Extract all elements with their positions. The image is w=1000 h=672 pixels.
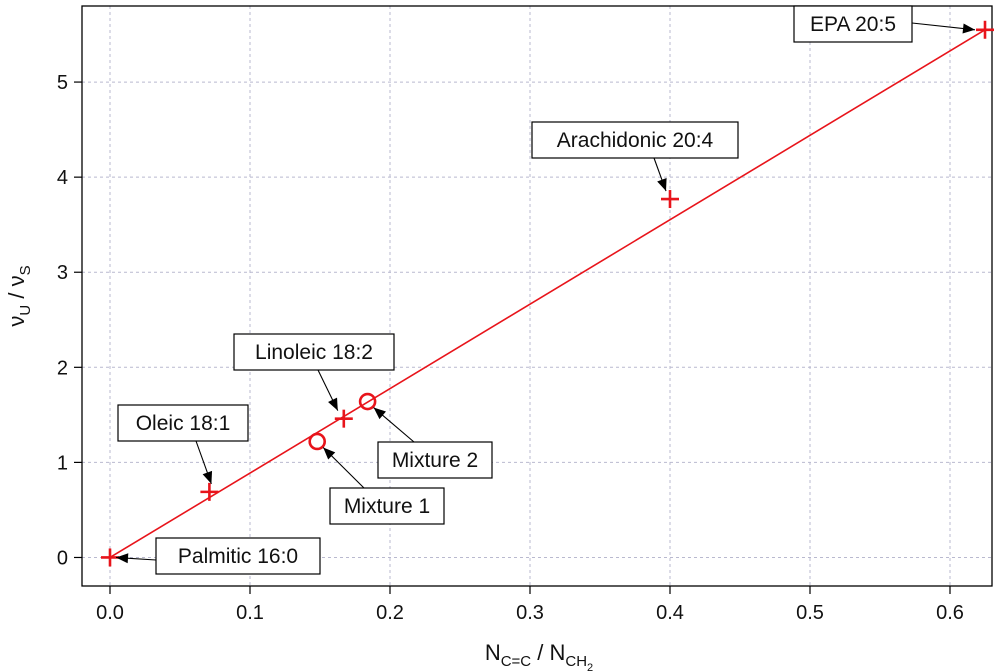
annotation-arrowhead	[657, 178, 667, 192]
axis-ticks: 0.0 0.1 0.2 0.3 0.4 0.5 0.6 0 1 2 3 4 5	[57, 72, 964, 624]
annotation-callout: Mixture 2	[373, 407, 493, 479]
x-tick-label: 0.1	[236, 602, 264, 624]
y-axis-label: νU / νS	[4, 265, 34, 326]
annotation-box	[531, 121, 739, 159]
annotations: Palmitic 16:0 Oleic 18:1 Linoleic 18:2 Mixt…	[115, 5, 976, 575]
annotation-label: EPA 20:5	[810, 13, 896, 36]
annotation-callout: Arachidonic 20:4	[531, 121, 739, 192]
data-point-circle	[358, 392, 377, 411]
data-points	[101, 20, 994, 567]
x-tick-label: 0.3	[516, 602, 544, 624]
annotation-label: Linoleic 18:2	[255, 341, 373, 364]
annotation-box	[155, 537, 321, 575]
y-tick-label: 0	[57, 547, 68, 569]
data-point-plus	[334, 409, 353, 428]
annotation-callout: Palmitic 16:0	[115, 537, 321, 575]
x-axis-label: NC=C / NCH2	[485, 640, 593, 672]
x-tick-label: 0.2	[376, 602, 404, 624]
annotation-callout: Oleic 18:1	[117, 404, 249, 485]
annotation-label: Palmitic 16:0	[178, 545, 298, 568]
data-point-circle	[308, 432, 327, 451]
annotation-label: Mixture 1	[344, 495, 430, 518]
annotation-box	[329, 487, 445, 525]
x-tick-label: 0.6	[936, 602, 964, 624]
annotation-arrowhead	[323, 447, 336, 460]
annotation-callout: Mixture 1	[322, 447, 445, 525]
annotation-box	[377, 441, 493, 479]
annotation-arrowhead	[116, 553, 129, 564]
x-tick-label: 0.4	[656, 602, 684, 624]
annotation-arrowhead	[373, 407, 386, 420]
annotation-label: Mixture 2	[392, 449, 478, 472]
annotation-label: Oleic 18:1	[136, 412, 231, 435]
data-point-plus	[200, 482, 219, 501]
annotation-box	[233, 333, 395, 371]
annotation-callout: EPA 20:5	[793, 5, 976, 43]
x-tick-label: 0.0	[96, 602, 124, 624]
y-tick-label: 4	[57, 167, 68, 189]
y-tick-label: 3	[57, 262, 68, 284]
annotation-arrowhead	[202, 470, 213, 484]
annotation-box	[793, 5, 913, 43]
annotation-box	[117, 404, 249, 442]
fit-line	[109, 29, 986, 559]
y-tick-label: 1	[57, 452, 68, 474]
data-point-plus	[661, 190, 679, 209]
annotation-arrowhead	[962, 23, 975, 34]
data-point-plus	[976, 20, 994, 39]
y-tick-label: 2	[57, 357, 68, 379]
annotation-callout: Linoleic 18:2	[233, 333, 395, 411]
annotation-label: Arachidonic 20:4	[557, 129, 714, 152]
y-tick-label: 5	[57, 72, 68, 94]
annotation-arrowhead	[328, 397, 338, 411]
fit-line-layer	[109, 29, 986, 559]
x-tick-label: 0.5	[796, 602, 824, 624]
plot-frame	[81, 5, 993, 587]
plot-area	[82, 6, 992, 586]
